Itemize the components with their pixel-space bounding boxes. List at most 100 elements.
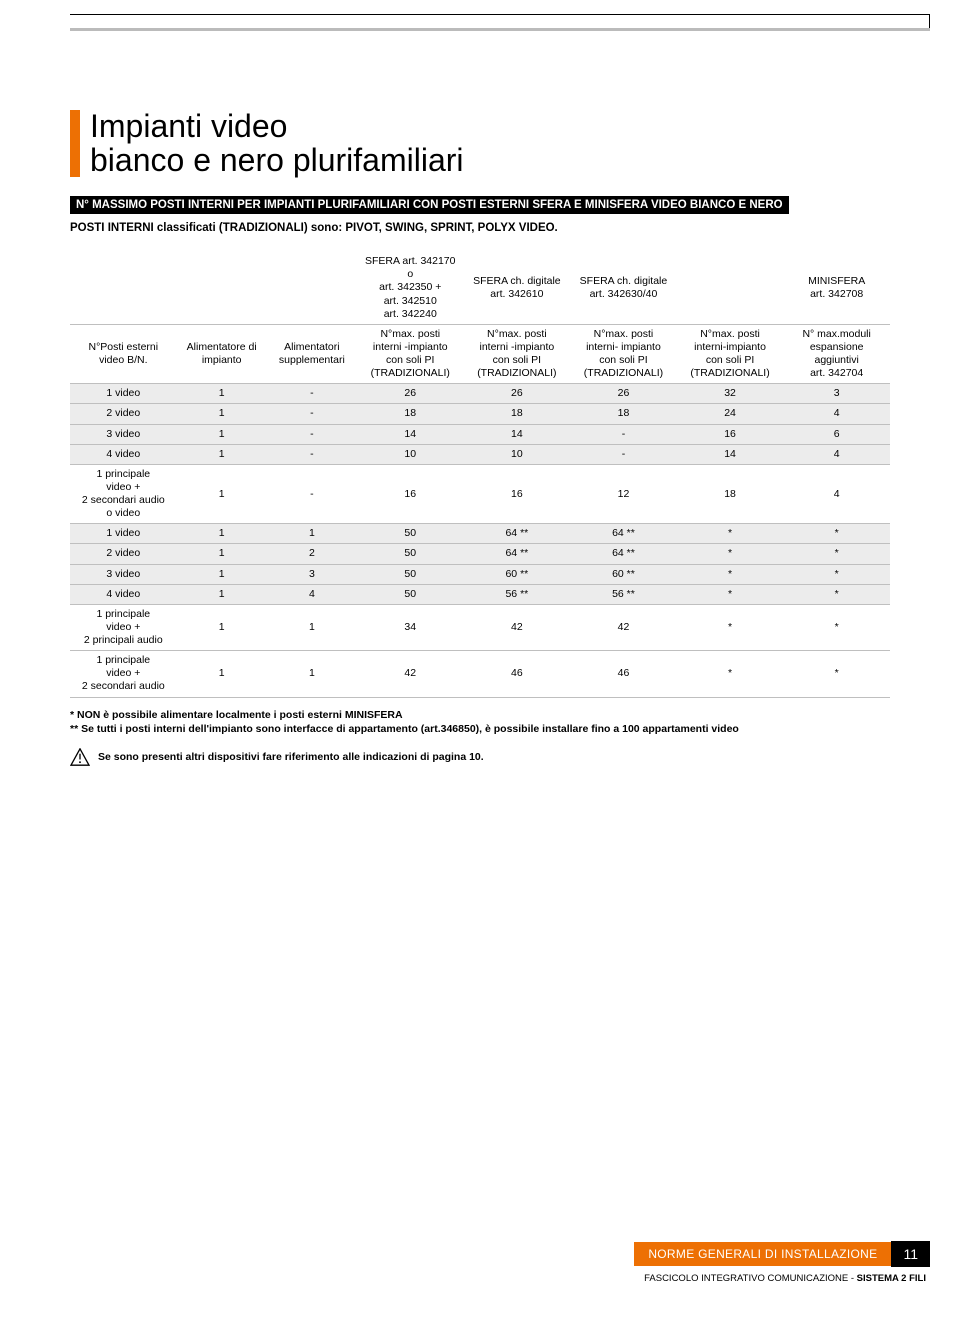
table-cell: 18 — [464, 404, 571, 424]
footnotes: * NON è possibile alimentare localmente … — [70, 708, 890, 736]
table-cell: 2 — [267, 544, 357, 564]
hdr-top-c5: SFERA ch. digitaleart. 342610 — [464, 252, 571, 324]
table-top-header: SFERA art. 342170oart. 342350 +art. 3425… — [70, 252, 890, 324]
table-cell: 2 video — [70, 544, 177, 564]
table-row: 4 video1-1010-144 — [70, 444, 890, 464]
table-cell: 42 — [357, 651, 464, 697]
footer-subtext-prefix: FASCICOLO INTEGRATIVO COMUNICAZIONE - — [644, 1273, 857, 1284]
table-cell: * — [783, 651, 890, 697]
table-cell: - — [570, 424, 677, 444]
table-cell: 16 — [464, 464, 571, 524]
table-cell: 1 — [177, 384, 267, 404]
table-cell: 1 — [177, 524, 267, 544]
table-cell: 4 — [267, 584, 357, 604]
table-cell: - — [267, 444, 357, 464]
hdr-c4: N°max. postiinterni -impiantocon soli PI… — [357, 324, 464, 384]
table-cell: 4 video — [70, 444, 177, 464]
table-cell: 42 — [464, 604, 571, 650]
table-cell: 50 — [357, 544, 464, 564]
table-cell: 14 — [357, 424, 464, 444]
table-cell: - — [267, 464, 357, 524]
table-cell: 46 — [570, 651, 677, 697]
table-cell: 4 — [783, 444, 890, 464]
table-cell: 1 — [177, 544, 267, 564]
hdr-c3: Alimentatorisupplementari — [267, 324, 357, 384]
table-cell: 26 — [570, 384, 677, 404]
table-cell: * — [677, 584, 784, 604]
table-cell: * — [783, 544, 890, 564]
table-cell: 18 — [677, 464, 784, 524]
table-cell: 56 ** — [570, 584, 677, 604]
table-cell: 26 — [464, 384, 571, 404]
table-cell: 1 — [267, 524, 357, 544]
table-cell: 3 video — [70, 424, 177, 444]
hdr-c2: Alimentatore diimpianto — [177, 324, 267, 384]
table-cell: * — [783, 584, 890, 604]
table-cell: 1 — [177, 404, 267, 424]
table-cell: - — [267, 424, 357, 444]
footnote-star2: ** Se tutti i posti interni dell'impiant… — [70, 722, 890, 736]
footnote-star1: * NON è possibile alimentare localmente … — [70, 708, 890, 722]
table-cell: 34 — [357, 604, 464, 650]
table-cell: 64 ** — [570, 524, 677, 544]
hdr-c8: N° max.moduliespansioneaggiuntiviart. 34… — [783, 324, 890, 384]
table-cell: 10 — [464, 444, 571, 464]
table-cell: 1 video — [70, 524, 177, 544]
table-cell: 1 — [177, 651, 267, 697]
page-top-border — [70, 14, 930, 28]
table-cell: 64 ** — [570, 544, 677, 564]
footer-bar: NORME GENERALI DI INSTALLAZIONE 11 — [70, 1241, 930, 1267]
table-cell: 1 — [267, 651, 357, 697]
table-cell: 1 — [267, 604, 357, 650]
table-cell: 24 — [677, 404, 784, 424]
table-cell: 10 — [357, 444, 464, 464]
page-top-gray-line — [70, 28, 930, 31]
table-row: 2 video1-181818244 — [70, 404, 890, 424]
table-cell: 1 principalevideo +2 secondari audioo vi… — [70, 464, 177, 524]
table-cell: - — [267, 384, 357, 404]
table-cell: 26 — [357, 384, 464, 404]
table-cell: 14 — [464, 424, 571, 444]
page-title: Impianti video bianco e nero plurifamili… — [90, 110, 464, 177]
table-row: 1 principalevideo +2 principali audio113… — [70, 604, 890, 650]
table-cell: 3 video — [70, 564, 177, 584]
table-cell: - — [267, 404, 357, 424]
table-cell: 3 — [267, 564, 357, 584]
table-row-header: N°Posti esternivideo B/N. Alimentatore d… — [70, 324, 890, 384]
hdr-top-c6: SFERA ch. digitaleart. 342630/40 — [570, 252, 677, 324]
title-line-2: bianco e nero plurifamiliari — [90, 142, 464, 178]
table-cell: 50 — [357, 524, 464, 544]
title-block: Impianti video bianco e nero plurifamili… — [70, 110, 890, 177]
table-cell: 1 principalevideo +2 principali audio — [70, 604, 177, 650]
installation-table: SFERA art. 342170oart. 342350 +art. 3425… — [70, 252, 890, 697]
table-cell: 64 ** — [464, 544, 571, 564]
table-cell: - — [570, 444, 677, 464]
table-cell: * — [677, 651, 784, 697]
table-cell: 4 — [783, 464, 890, 524]
table-row: 3 video1-1414-166 — [70, 424, 890, 444]
warning-text: Se sono presenti altri dispositivi fare … — [98, 751, 484, 763]
table-cell: 1 — [177, 584, 267, 604]
table-row: 4 video145056 **56 **** — [70, 584, 890, 604]
table-cell: 6 — [783, 424, 890, 444]
footer-section-label: NORME GENERALI DI INSTALLAZIONE — [634, 1242, 891, 1266]
hdr-c1: N°Posti esternivideo B/N. — [70, 324, 177, 384]
table-cell: * — [677, 564, 784, 584]
hdr-c6: N°max. postiinterni- impiantocon soli PI… — [570, 324, 677, 384]
table-cell: 32 — [677, 384, 784, 404]
table-cell: 1 — [177, 564, 267, 584]
table-cell: * — [677, 544, 784, 564]
table-cell: 64 ** — [464, 524, 571, 544]
footer-subtext-bold: SISTEMA 2 FILI — [857, 1273, 926, 1284]
table-cell: 1 — [177, 444, 267, 464]
table-cell: * — [783, 564, 890, 584]
title-accent-bar — [70, 110, 80, 177]
table-cell: * — [677, 524, 784, 544]
table-cell: 1 — [177, 604, 267, 650]
warning-icon — [70, 748, 90, 766]
table-cell: * — [677, 604, 784, 650]
table-cell: 56 ** — [464, 584, 571, 604]
table-cell: 1 — [177, 424, 267, 444]
table-cell: 2 video — [70, 404, 177, 424]
hdr-top-c7 — [677, 252, 784, 324]
